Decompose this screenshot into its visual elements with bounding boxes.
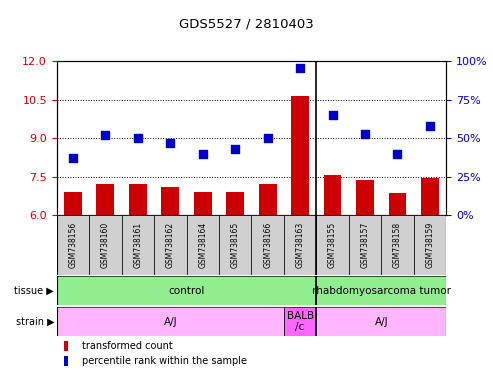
- Bar: [259, 184, 277, 215]
- Text: GDS5527 / 2810403: GDS5527 / 2810403: [179, 17, 314, 30]
- Bar: [356, 180, 374, 215]
- Point: [69, 155, 77, 161]
- Bar: [57, 215, 89, 275]
- Text: GSM738161: GSM738161: [133, 222, 142, 268]
- Point: [102, 132, 109, 138]
- Bar: [421, 178, 439, 215]
- Point: [361, 131, 369, 137]
- Text: GSM738163: GSM738163: [296, 222, 305, 268]
- Text: BALB
/c: BALB /c: [286, 311, 314, 333]
- Bar: [122, 215, 154, 275]
- Point: [231, 146, 239, 152]
- Point: [264, 135, 272, 141]
- Text: GSM738164: GSM738164: [198, 222, 207, 268]
- Bar: [349, 215, 381, 275]
- Text: GSM738157: GSM738157: [360, 222, 370, 268]
- Bar: [219, 215, 251, 275]
- Bar: [381, 215, 414, 275]
- Text: GSM738166: GSM738166: [263, 222, 272, 268]
- Point: [199, 151, 207, 157]
- Bar: [65, 356, 68, 366]
- Text: GSM738159: GSM738159: [425, 222, 434, 268]
- Bar: [194, 192, 211, 215]
- Text: GSM738158: GSM738158: [393, 222, 402, 268]
- Bar: [64, 192, 82, 215]
- Point: [426, 123, 434, 129]
- Point: [296, 65, 304, 71]
- Bar: [154, 215, 186, 275]
- Text: tissue ▶: tissue ▶: [14, 286, 54, 296]
- Bar: [89, 215, 122, 275]
- Text: transformed count: transformed count: [82, 341, 173, 351]
- Bar: [129, 184, 147, 215]
- Text: A/J: A/J: [375, 316, 388, 327]
- Text: GSM738162: GSM738162: [166, 222, 175, 268]
- Bar: [161, 187, 179, 215]
- Text: A/J: A/J: [164, 316, 177, 327]
- Bar: [414, 215, 446, 275]
- Text: control: control: [168, 286, 205, 296]
- Bar: [57, 307, 284, 336]
- Point: [134, 135, 142, 141]
- Text: GSM738165: GSM738165: [231, 222, 240, 268]
- Text: percentile rank within the sample: percentile rank within the sample: [82, 356, 247, 366]
- Point: [329, 112, 337, 118]
- Bar: [226, 192, 244, 215]
- Text: GSM738160: GSM738160: [101, 222, 110, 268]
- Text: rhabdomyosarcoma tumor: rhabdomyosarcoma tumor: [312, 286, 451, 296]
- Bar: [186, 215, 219, 275]
- Text: GSM738156: GSM738156: [69, 222, 77, 268]
- Bar: [317, 307, 446, 336]
- Bar: [317, 215, 349, 275]
- Bar: [65, 341, 68, 351]
- Point: [393, 151, 401, 157]
- Text: strain ▶: strain ▶: [16, 316, 54, 327]
- Bar: [251, 215, 284, 275]
- Bar: [97, 184, 114, 215]
- Text: GSM738155: GSM738155: [328, 222, 337, 268]
- Point: [166, 140, 174, 146]
- Bar: [291, 96, 309, 215]
- Bar: [317, 276, 446, 305]
- Bar: [388, 193, 406, 215]
- Bar: [57, 276, 317, 305]
- Bar: [284, 307, 317, 336]
- Bar: [284, 215, 317, 275]
- Bar: [323, 175, 342, 215]
